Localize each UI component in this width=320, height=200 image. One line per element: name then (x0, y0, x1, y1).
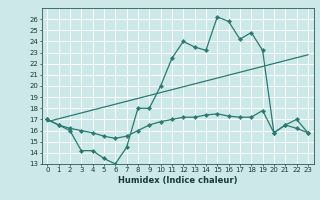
X-axis label: Humidex (Indice chaleur): Humidex (Indice chaleur) (118, 176, 237, 185)
